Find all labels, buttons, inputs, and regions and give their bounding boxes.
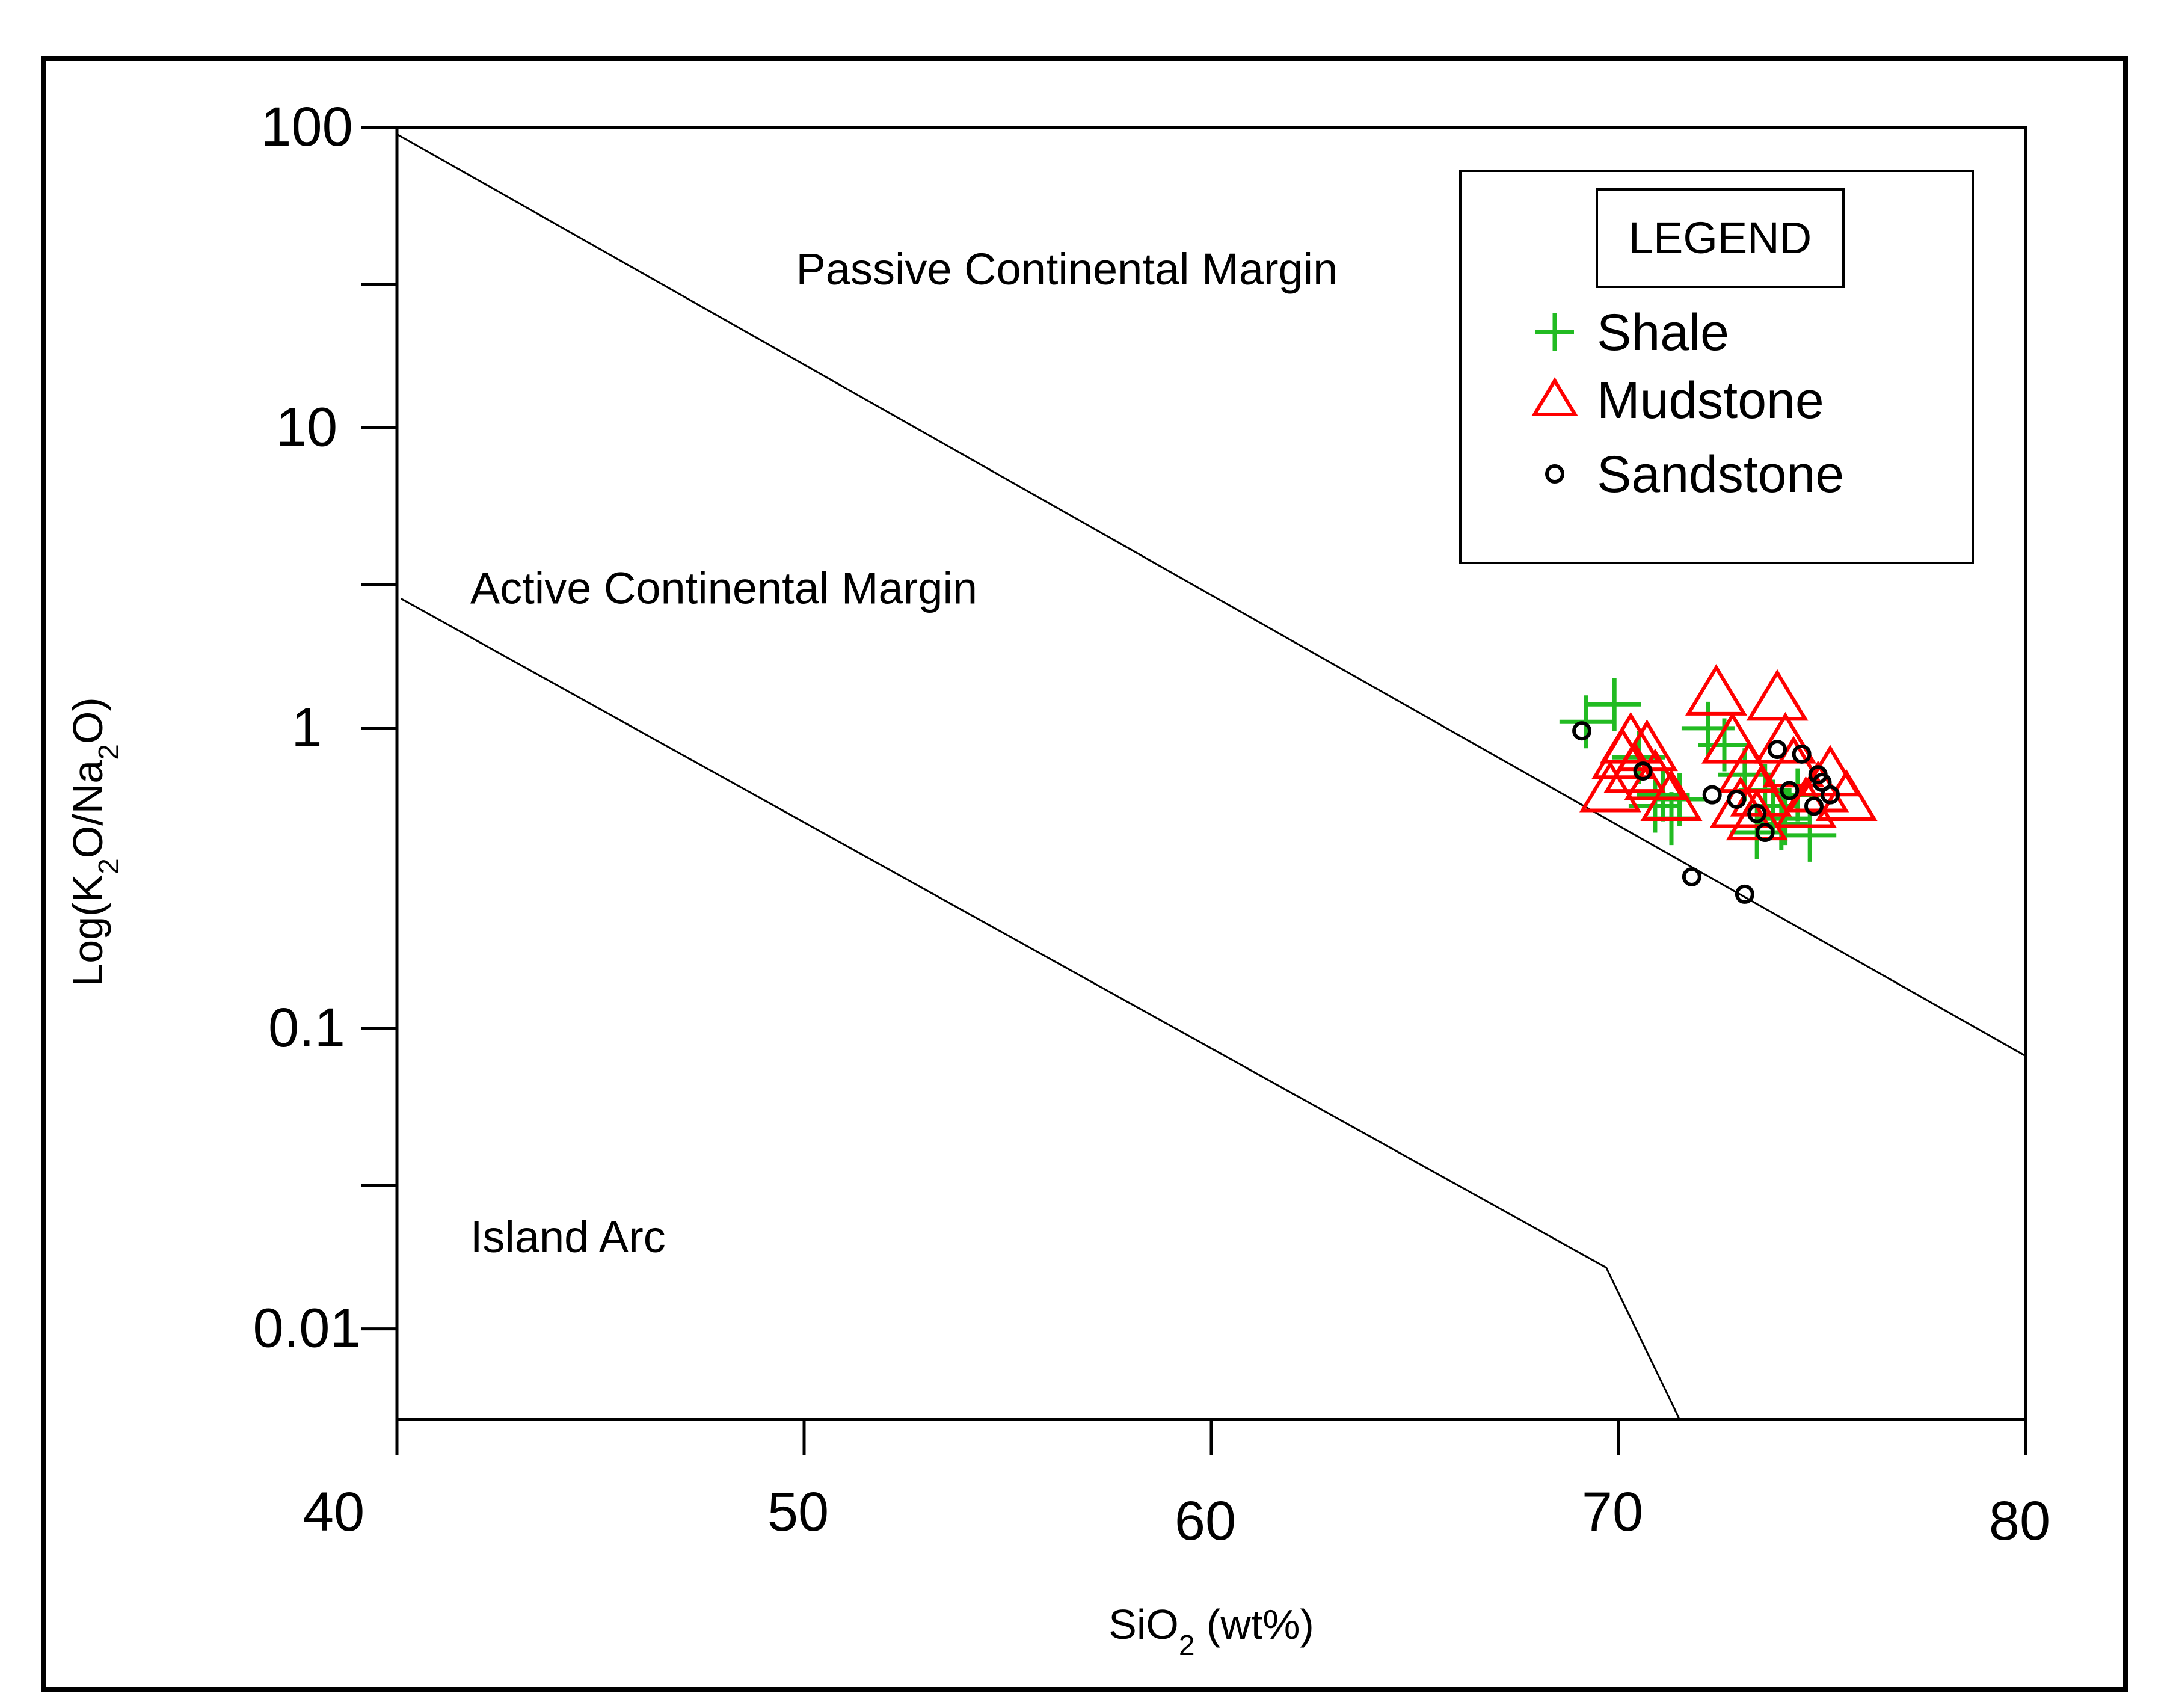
y-tick-label: 100 xyxy=(260,96,353,158)
sandstone-point xyxy=(1808,765,1828,785)
mudstone-point xyxy=(1685,664,1747,716)
sandstone-point xyxy=(1780,781,1800,800)
x-tick-label: 50 xyxy=(767,1481,829,1543)
y-tick-label: 1 xyxy=(291,697,322,758)
x-tick-label: 40 xyxy=(303,1481,364,1543)
sandstone-point xyxy=(1735,884,1754,904)
data-points xyxy=(1559,664,1878,904)
mudstone-point xyxy=(1754,711,1817,764)
y-axis: 100 10 1 0.1 0.01 xyxy=(253,96,397,1359)
y-tick-label: 10 xyxy=(276,396,337,458)
mudstone-point xyxy=(1815,769,1878,821)
legend-shale-marker xyxy=(1535,313,1574,351)
region-labels: Passive Continental Margin Active Contine… xyxy=(470,244,1338,1262)
sandstone-point xyxy=(1792,744,1812,764)
y-tick-label: 0.1 xyxy=(268,997,345,1058)
legend-sandstone-marker xyxy=(1545,464,1564,484)
x-tick-label: 60 xyxy=(1175,1490,1236,1552)
sandstone-point xyxy=(1633,761,1653,781)
mudstone-point xyxy=(1746,669,1809,721)
x-axis-title: SiO2 (wt%) xyxy=(1108,1601,1314,1662)
mudstone-point xyxy=(1709,776,1772,828)
sandstone-point xyxy=(1727,789,1747,809)
mudstone-point xyxy=(1615,719,1678,772)
sandstone-point xyxy=(1682,867,1701,886)
mudstone-point xyxy=(1579,760,1641,813)
mudstone-point xyxy=(1599,711,1662,764)
legend-title-box xyxy=(1596,188,1845,288)
boundary-lines xyxy=(396,133,2026,1420)
mudstone-point xyxy=(1726,788,1788,841)
legend-mudstone-marker xyxy=(1531,377,1578,416)
y-tick-label: 0.01 xyxy=(253,1298,360,1359)
passive-continental-margin-label: Passive Continental Margin xyxy=(796,244,1338,294)
legend-title: LEGEND xyxy=(1629,213,1812,263)
shale-point xyxy=(1588,678,1641,731)
sandstone-point xyxy=(1755,823,1775,843)
passive-active-boundary xyxy=(396,133,2026,1057)
mudstone-point xyxy=(1640,769,1703,821)
x-tick-label: 70 xyxy=(1582,1481,1643,1543)
sandstone-point xyxy=(1804,796,1824,816)
sandstone-point xyxy=(1572,721,1592,741)
legend-entries: Shale Mudstone Sandstone xyxy=(1531,304,1844,503)
legend-sandstone-label: Sandstone xyxy=(1597,446,1844,503)
mudstone-point xyxy=(1701,711,1764,764)
y-axis-title: Log(K2O/Na2O) xyxy=(64,697,125,986)
island-arc-label: Island Arc xyxy=(470,1212,666,1262)
active-island-arc-boundary xyxy=(401,598,1680,1420)
shale-point xyxy=(1783,808,1837,862)
sandstone-point xyxy=(1768,740,1787,760)
mudstone-point xyxy=(1799,745,1861,797)
legend-mudstone-label: Mudstone xyxy=(1597,372,1824,429)
figure-frame xyxy=(41,56,2128,1692)
sandstone-point xyxy=(1702,785,1722,805)
legend-shale-label: Shale xyxy=(1597,304,1729,361)
legend: LEGEND Shale Mudstone Sandstone xyxy=(1459,170,1974,564)
x-axis: 40 50 60 70 80 xyxy=(303,1419,2050,1552)
sandstone-point xyxy=(1747,803,1767,823)
x-tick-label: 80 xyxy=(1989,1490,2050,1552)
active-continental-margin-label: Active Continental Margin xyxy=(470,564,977,613)
sandstone-point xyxy=(1821,785,1840,805)
